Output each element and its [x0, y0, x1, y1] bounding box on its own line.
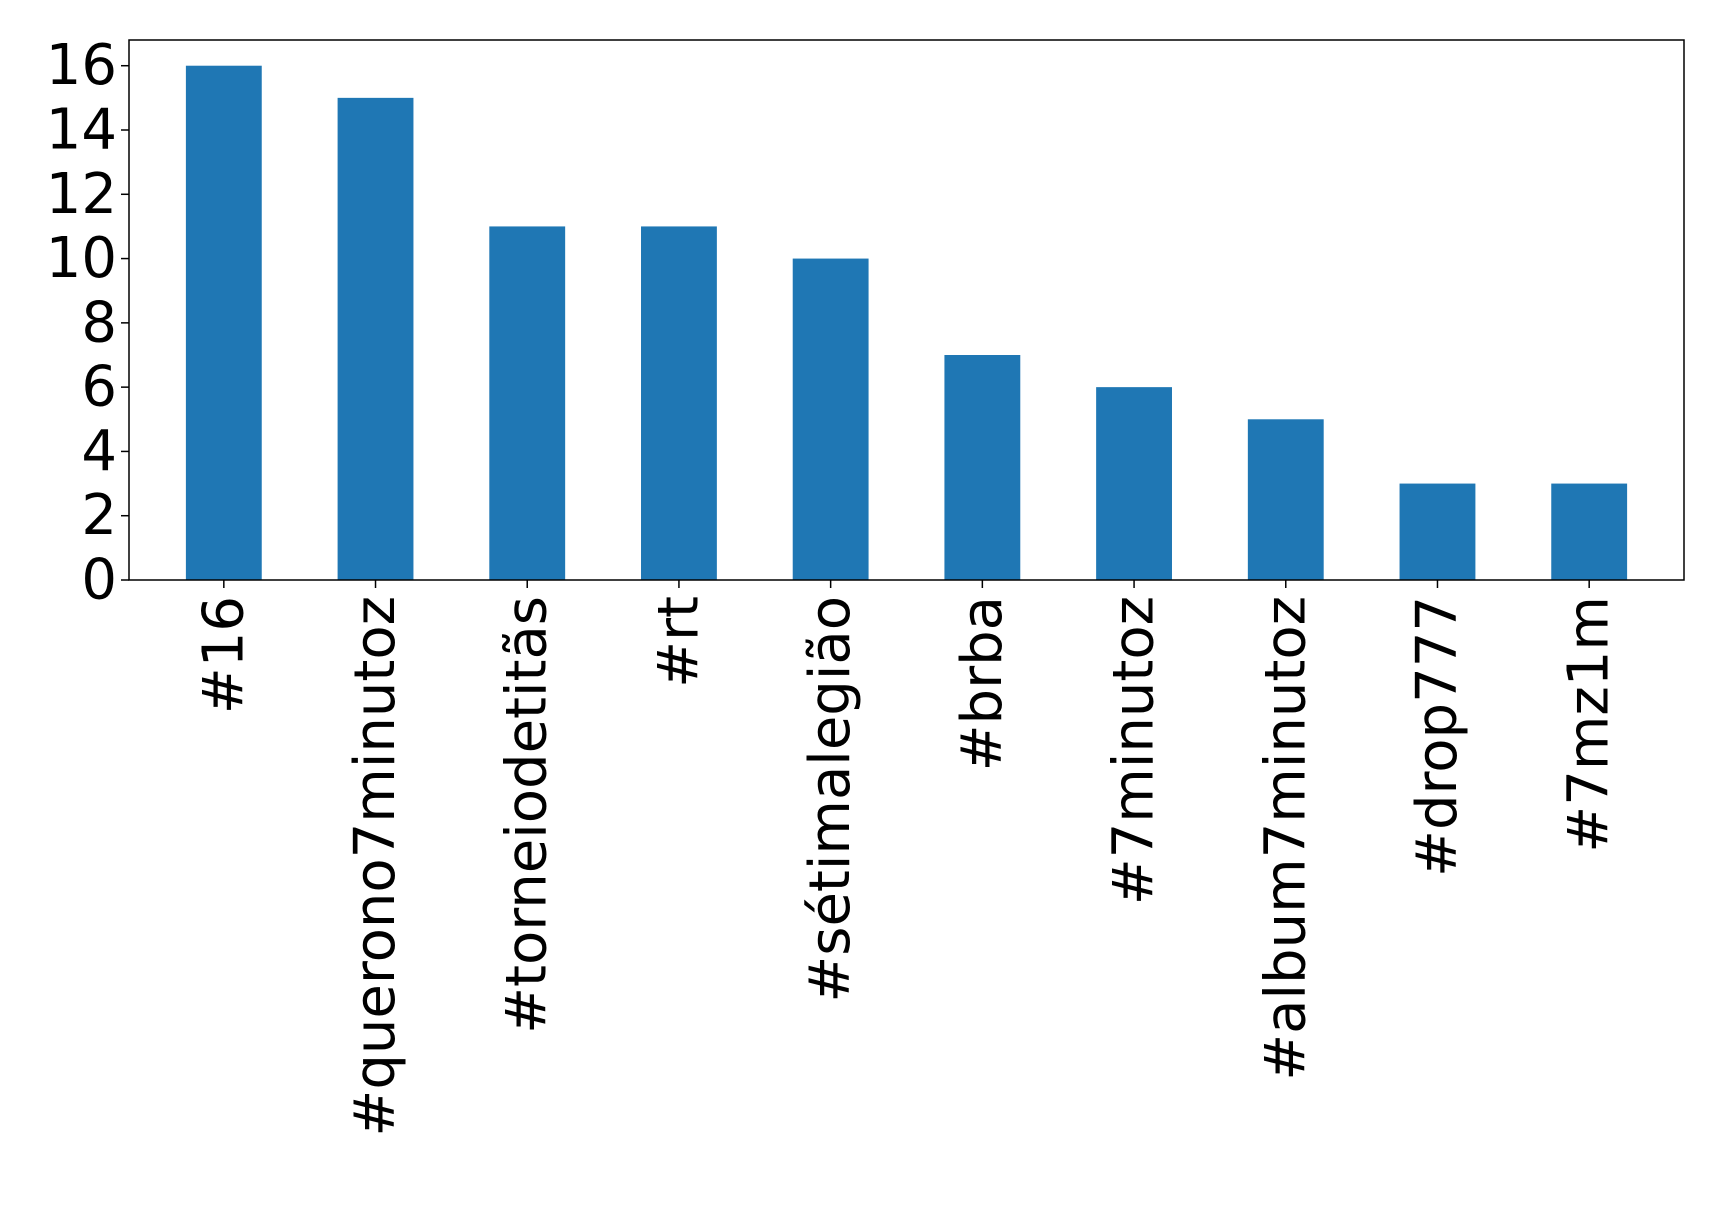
bar-7 [1247, 419, 1324, 580]
x-tick-label-0: #16 [191, 596, 256, 714]
bar-8 [1399, 483, 1476, 580]
y-tick-label-1: 2 [81, 483, 117, 548]
x-tick-label-2: #torneiodetitãs [495, 596, 560, 1034]
y-tick-label-3: 6 [81, 355, 117, 420]
y-tick-label-0: 0 [81, 548, 117, 613]
x-tick-label-7: #album7minutoz [1253, 596, 1318, 1081]
x-axis: #16 #querono7minutoz #torneiodetitãs #rt #sé… [191, 580, 1622, 1137]
x-tick-label-1: #querono7minutoz [343, 596, 408, 1137]
bar-5 [944, 355, 1021, 580]
bar-9 [1551, 483, 1628, 580]
x-tick-label-8: #drop777 [1405, 596, 1470, 877]
plot-frame [128, 39, 1685, 581]
y-tick-label-4: 8 [81, 290, 117, 355]
y-tick-label-2: 4 [81, 419, 117, 484]
x-tick-label-4: #sétimalegião [798, 596, 863, 1003]
bar-6 [1096, 387, 1172, 580]
y-tick-label-6: 12 [46, 162, 117, 227]
bar-4 [792, 258, 869, 580]
bar-1 [337, 97, 414, 580]
x-tick-label-6: #7minutoz [1102, 596, 1167, 905]
x-tick-label-9: #7mz1m [1557, 596, 1622, 853]
y-tick-label-5: 10 [46, 226, 117, 291]
bar-0 [185, 65, 262, 580]
x-tick-label-5: #brba [950, 596, 1015, 771]
y-tick-label-7: 14 [46, 98, 117, 163]
x-tick-label-3: #rt [646, 596, 711, 688]
bar-2 [489, 226, 566, 580]
bar-3 [641, 226, 717, 580]
y-tick-label-8: 16 [46, 33, 117, 98]
bars-group [185, 65, 1628, 580]
